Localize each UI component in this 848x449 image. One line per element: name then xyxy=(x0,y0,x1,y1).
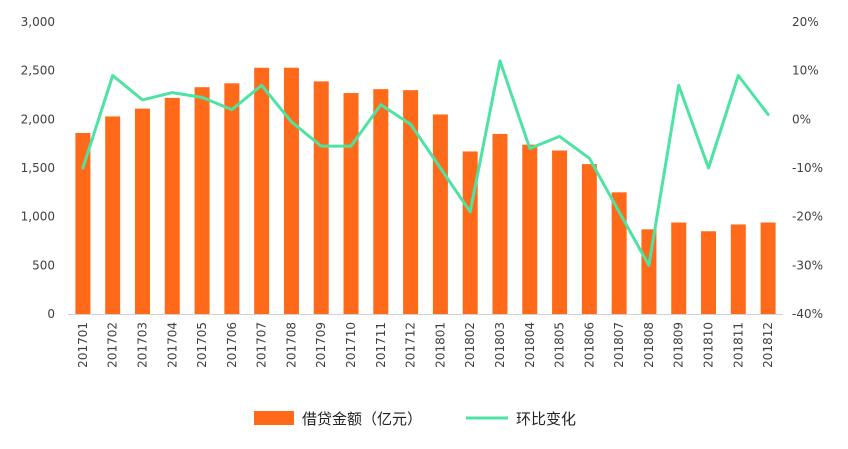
bar xyxy=(254,67,270,314)
x-tick-label: 201801 xyxy=(433,322,447,368)
left-tick-label: 2,000 xyxy=(21,112,55,126)
left-tick-label: 2,500 xyxy=(21,64,55,78)
bar-series xyxy=(75,67,776,314)
x-tick-label: 201701 xyxy=(76,322,90,368)
x-tick-label: 201703 xyxy=(135,322,149,368)
bar xyxy=(760,222,776,314)
x-axis-ticks: 201701 201702 201703 201704 201705 201706 2017… xyxy=(76,322,775,368)
bar xyxy=(552,150,568,314)
right-axis-ticks: -40% -30% -20% -10% 0% 10% 20% xyxy=(792,15,823,321)
bar xyxy=(164,97,180,314)
legend: 借贷金额（亿元） 环比变化 xyxy=(254,410,576,428)
bar xyxy=(492,133,508,314)
left-tick-label: 1,000 xyxy=(21,210,55,224)
legend-line-label: 环比变化 xyxy=(516,410,576,428)
left-tick-label: 500 xyxy=(32,258,55,272)
bar xyxy=(194,87,210,314)
bar xyxy=(611,192,627,314)
bar xyxy=(313,81,329,314)
x-tick-label: 201811 xyxy=(731,322,745,368)
x-tick-label: 201705 xyxy=(195,322,209,368)
x-tick-label: 201809 xyxy=(672,322,686,368)
bar xyxy=(462,151,478,314)
bar xyxy=(373,89,389,314)
x-tick-label: 201702 xyxy=(106,322,120,368)
right-tick-label: 20% xyxy=(792,15,819,29)
right-tick-label: -30% xyxy=(792,258,823,272)
line-series-path xyxy=(81,59,770,267)
bar xyxy=(671,222,687,314)
bar xyxy=(75,132,91,314)
bar xyxy=(730,224,746,314)
x-tick-label: 201812 xyxy=(761,322,775,368)
bar xyxy=(343,93,359,314)
line-series xyxy=(81,59,770,267)
right-tick-label: -40% xyxy=(792,307,823,321)
bar xyxy=(522,144,538,314)
x-tick-label: 201808 xyxy=(642,322,656,368)
right-tick-label: -20% xyxy=(792,210,823,224)
x-tick-label: 201711 xyxy=(374,322,388,368)
left-tick-label: 0 xyxy=(47,307,55,321)
x-tick-label: 201704 xyxy=(165,322,179,368)
bar xyxy=(224,83,240,314)
x-tick-label: 201712 xyxy=(404,322,418,368)
x-tick-label: 201806 xyxy=(582,322,596,368)
bar xyxy=(283,67,299,314)
bar xyxy=(403,90,419,314)
legend-bar-swatch xyxy=(254,411,294,425)
right-tick-label: 10% xyxy=(792,64,819,78)
left-axis-ticks: 0 500 1,000 1,500 2,000 2,500 3,000 xyxy=(21,15,55,321)
x-tick-label: 201708 xyxy=(284,322,298,368)
x-tick-label: 201805 xyxy=(553,322,567,368)
left-tick-label: 1,500 xyxy=(21,161,55,175)
right-tick-label: 0% xyxy=(792,112,811,126)
x-tick-label: 201709 xyxy=(314,322,328,368)
x-tick-label: 201802 xyxy=(463,322,477,368)
x-tick-label: 201803 xyxy=(493,322,507,368)
x-tick-label: 201807 xyxy=(612,322,626,368)
x-tick-label: 201710 xyxy=(344,322,358,368)
bar xyxy=(105,116,121,314)
x-tick-label: 201707 xyxy=(255,322,269,368)
right-tick-label: -10% xyxy=(792,161,823,175)
bar xyxy=(581,164,597,314)
x-tick-label: 201810 xyxy=(702,322,716,368)
bar xyxy=(432,114,448,314)
x-tick-label: 201706 xyxy=(225,322,239,368)
bar xyxy=(701,231,717,314)
x-tick-label: 201804 xyxy=(523,322,537,368)
bar xyxy=(134,108,150,314)
legend-bar-label: 借贷金额（亿元） xyxy=(302,410,422,428)
left-tick-label: 3,000 xyxy=(21,15,55,29)
